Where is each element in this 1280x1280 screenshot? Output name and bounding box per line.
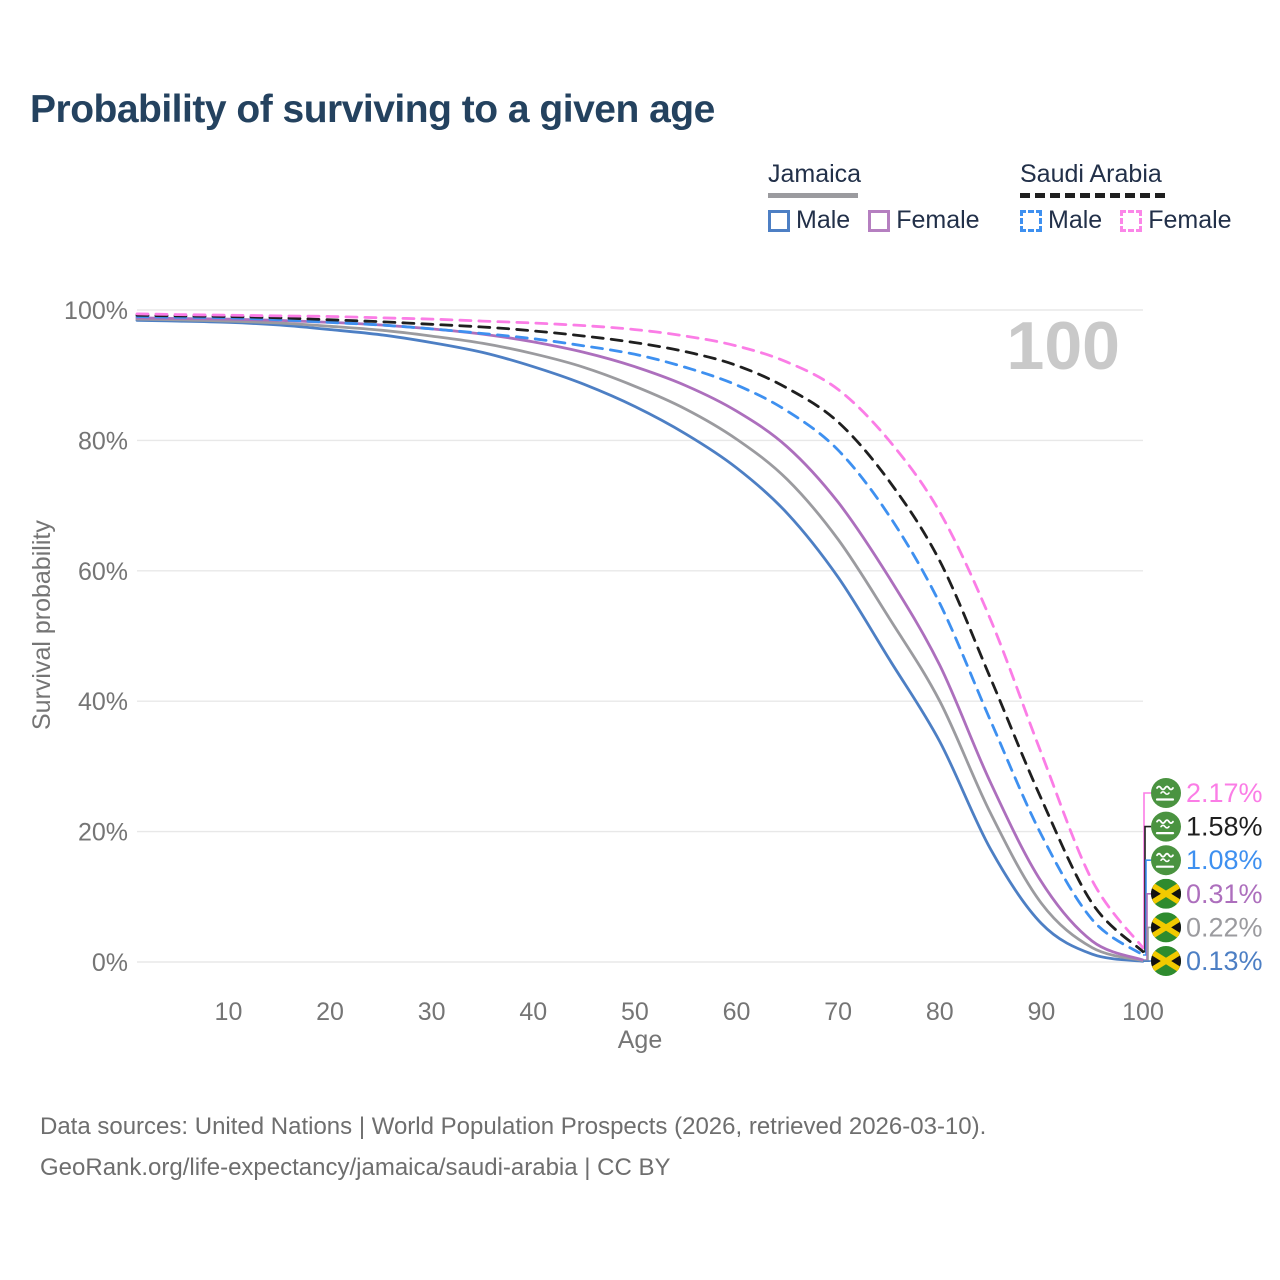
x-tick-label: 100 [1122,998,1164,1026]
end-label-value: 2.17% [1186,778,1263,808]
end-label-value: 0.22% [1186,912,1263,942]
end-label-leader [1143,792,1151,949]
legend-group-jamaica: Jamaica Male Female [768,160,980,235]
x-tick-label: 10 [215,998,243,1026]
legend-item-label: Female [1148,206,1232,234]
jamaica-flag-icon [1151,878,1181,909]
legend-group-saudi-arabia: Saudi Arabia Male Female [1020,160,1232,235]
series-line-jamaica-male[interactable] [135,319,1145,963]
legend-item-jamaica-male[interactable]: Male [768,206,850,235]
x-tick-label: 20 [316,998,344,1026]
legend-item-saudi-male[interactable]: Male [1020,206,1102,235]
series-line-jamaica-total[interactable] [135,317,1145,962]
end-label-flag [1151,845,1181,876]
x-tick-label: 90 [1027,998,1055,1026]
legend-line-sample-jamaica [768,193,858,198]
legend-item-jamaica-female[interactable]: Female [868,206,980,235]
end-label-value: 0.13% [1186,946,1263,976]
flag-gold-saltire [1151,881,1181,907]
series-line-saudi-arabia-total[interactable] [135,313,1145,954]
attribution-line: GeoRank.org/life-expectancy/jamaica/saud… [40,1154,671,1181]
y-tick-label: 20% [78,819,128,847]
y-tick-label: 40% [78,688,128,716]
flag-gold-saltire [1151,948,1181,974]
legend-swatch-jamaica-male [768,209,790,232]
x-tick-label: 30 [418,998,446,1026]
end-label-value: 0.31% [1186,879,1263,909]
legend-line-sample-saudi-arabia [1020,193,1165,198]
flag-script [1156,819,1174,824]
x-tick-label: 50 [621,998,649,1026]
footer: Data sources: United Nations | World Pop… [40,1106,986,1188]
end-label-value: 1.08% [1186,845,1263,875]
series-line-saudi-arabia-female[interactable] [135,312,1145,950]
flag-script [1156,852,1174,858]
x-tick-label: 70 [824,998,852,1026]
flag-script [1160,790,1170,796]
y-axis-title: Survival probability [28,520,56,730]
x-axis-title: Age [617,1026,663,1054]
end-label-leader [1143,859,1151,956]
jamaica-flag-icon [1151,946,1181,976]
series-line-saudi-arabia-male[interactable] [135,315,1145,957]
legend-item-label: Male [1048,206,1103,234]
end-label-flag [1151,778,1181,808]
end-label-flag [1151,811,1181,842]
flag-script [1156,785,1174,791]
flag-gold-saltire [1151,915,1181,940]
legend-swatch-jamaica-female [868,209,891,232]
end-label-flag [1151,912,1181,943]
legend-item-label: Male [796,206,851,234]
y-tick-label: 80% [78,427,128,455]
end-label-value: 1.58% [1186,812,1263,842]
legend-country-saudi-arabia[interactable]: Saudi Arabia [1020,160,1162,188]
x-tick-label: 40 [519,998,547,1026]
legend-country-jamaica[interactable]: Jamaica [768,160,862,188]
end-label-leader [1143,825,1151,953]
jamaica-flag-icon [1151,912,1181,943]
hover-age-watermark: 100 [1007,308,1120,384]
x-tick-label: 60 [723,998,751,1026]
x-tick-label: 80 [926,998,954,1026]
end-label-flag [1151,878,1181,909]
legend-swatch-saudi-male [1020,209,1042,232]
chart-title: Probability of surviving to a given age [30,88,715,131]
flag-script [1160,858,1170,863]
legend-swatch-saudi-female [1120,209,1143,232]
flag-script [1160,824,1170,829]
y-tick-label: 60% [78,558,128,586]
legend-item-saudi-female[interactable]: Female [1120,206,1232,235]
legend-item-label: Female [896,206,980,234]
y-tick-label: 100% [64,297,128,325]
end-label-flag [1151,946,1181,976]
legend: Jamaica Male Female Saudi Arabia Male [0,160,1280,240]
y-tick-label: 0% [92,949,128,977]
data-sources-line: Data sources: United Nations | World Pop… [40,1113,987,1140]
